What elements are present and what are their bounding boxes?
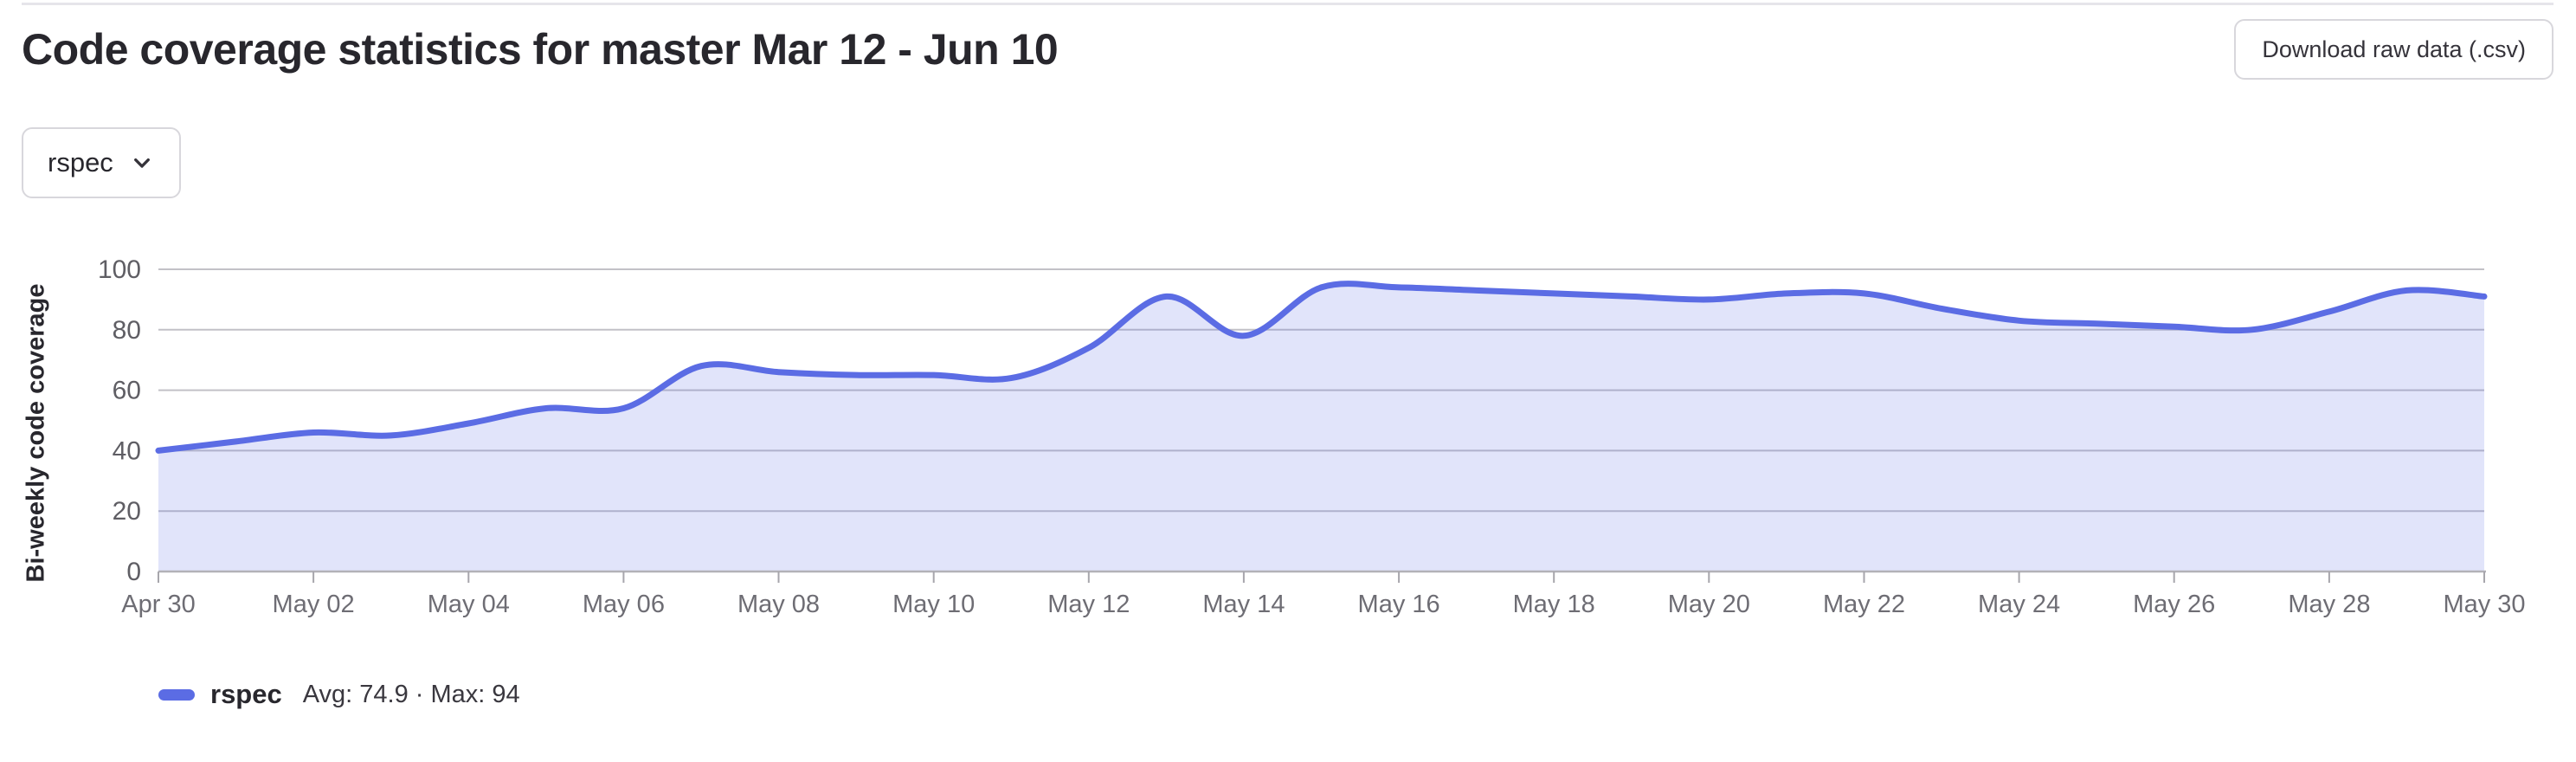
x-tick-label: May 14 bbox=[1202, 591, 1285, 618]
y-tick-label: 80 bbox=[113, 316, 141, 345]
top-divider bbox=[22, 3, 2553, 5]
x-tick-label: May 06 bbox=[583, 591, 665, 618]
legend-series-label: rspec bbox=[210, 679, 282, 709]
y-tick-label: 20 bbox=[113, 497, 141, 526]
y-tick-label: 60 bbox=[113, 377, 141, 405]
x-tick-label: May 24 bbox=[1978, 591, 2060, 618]
x-tick-label: May 28 bbox=[2288, 591, 2370, 618]
x-tick-label: May 26 bbox=[2133, 591, 2215, 618]
y-tick-label: 40 bbox=[113, 436, 141, 465]
x-tick-label: May 18 bbox=[1513, 591, 1595, 618]
x-tick-label: May 04 bbox=[428, 591, 510, 618]
x-tick-label: May 08 bbox=[737, 591, 820, 618]
download-csv-button[interactable]: Download raw data (.csv) bbox=[2234, 19, 2553, 80]
legend-swatch bbox=[158, 688, 195, 701]
rspec-area-fill bbox=[158, 283, 2484, 572]
x-tick-label: May 10 bbox=[892, 591, 975, 618]
legend-series-stats: Avg: 74.9 · Max: 94 bbox=[302, 680, 520, 708]
x-tick-label: May 16 bbox=[1358, 591, 1440, 618]
chevron-down-icon bbox=[133, 158, 150, 168]
y-tick-label: 100 bbox=[98, 255, 141, 284]
x-tick-label: May 12 bbox=[1047, 591, 1130, 618]
rspec-coverage-line bbox=[155, 281, 2488, 454]
job-filter-dropdown[interactable]: rspec bbox=[22, 127, 181, 198]
x-tick-label: May 20 bbox=[1668, 591, 1750, 618]
x-tick-label: Apr 30 bbox=[121, 591, 195, 618]
header: Code coverage statistics for master Mar … bbox=[22, 19, 2553, 80]
x-tick-label: May 02 bbox=[273, 591, 355, 618]
job-filter-selected-value: rspec bbox=[48, 147, 113, 178]
x-tick-label: May 30 bbox=[2443, 591, 2525, 618]
page-title: Code coverage statistics for master Mar … bbox=[22, 25, 1059, 74]
chart-legend[interactable]: rspec Avg: 74.9 · Max: 94 bbox=[158, 675, 520, 714]
y-tick-label: 0 bbox=[126, 558, 141, 586]
x-tick-label: May 22 bbox=[1823, 591, 1905, 618]
y-axis-title: Bi-weekly code coverage bbox=[22, 283, 50, 583]
